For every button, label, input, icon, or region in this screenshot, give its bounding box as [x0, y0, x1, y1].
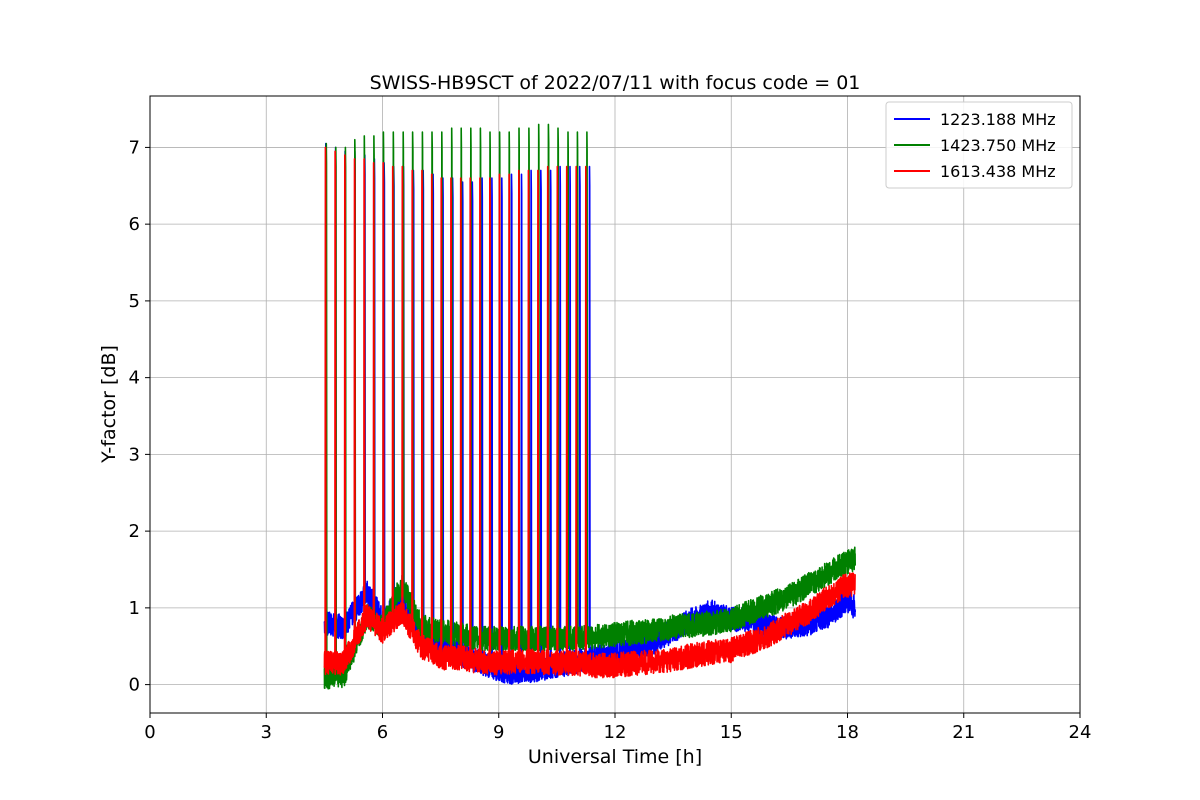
x-tick-label: 12: [604, 722, 627, 743]
x-axis-label: Universal Time [h]: [528, 746, 702, 768]
x-tick-label: 6: [377, 722, 388, 743]
x-tick-label: 9: [493, 722, 504, 743]
x-tick-label: 15: [720, 722, 743, 743]
legend-label-1223: 1223.188 MHz: [940, 110, 1056, 129]
chart-title: SWISS-HB9SCT of 2022/07/11 with focus co…: [370, 72, 861, 94]
x-tick-label: 24: [1069, 722, 1092, 743]
series-line-1613: [323, 146, 856, 679]
y-axis: 0 1 2 3 4 5 6 7: [129, 137, 150, 696]
y-tick-label: 3: [129, 444, 140, 465]
legend-frame: [885, 101, 1073, 189]
legend: 1223.188 MHz 1423.750 MHz 1613.438 MHz: [885, 101, 1073, 189]
x-tick-label: 21: [952, 722, 975, 743]
y-tick-label: 1: [129, 598, 140, 619]
x-tick-label: 0: [144, 722, 155, 743]
y-tick-label: 2: [129, 521, 140, 542]
plot-area: [323, 123, 856, 690]
y-tick-label: 5: [129, 291, 140, 312]
x-tick-label: 18: [836, 722, 859, 743]
y-tick-label: 0: [129, 675, 140, 696]
x-axis: 0 3 6 9 12 15 18 21 24: [144, 713, 1091, 743]
x-tick-label: 3: [261, 722, 272, 743]
series-line-1423: [323, 123, 856, 690]
legend-label-1423: 1423.750 MHz: [940, 136, 1056, 155]
y-axis-label: Y-factor [dB]: [98, 345, 120, 464]
y-tick-label: 6: [129, 214, 140, 235]
series-layer: [323, 123, 856, 690]
legend-label-1613: 1613.438 MHz: [940, 162, 1056, 181]
y-tick-label: 7: [129, 137, 140, 158]
y-tick-label: 4: [129, 368, 140, 389]
